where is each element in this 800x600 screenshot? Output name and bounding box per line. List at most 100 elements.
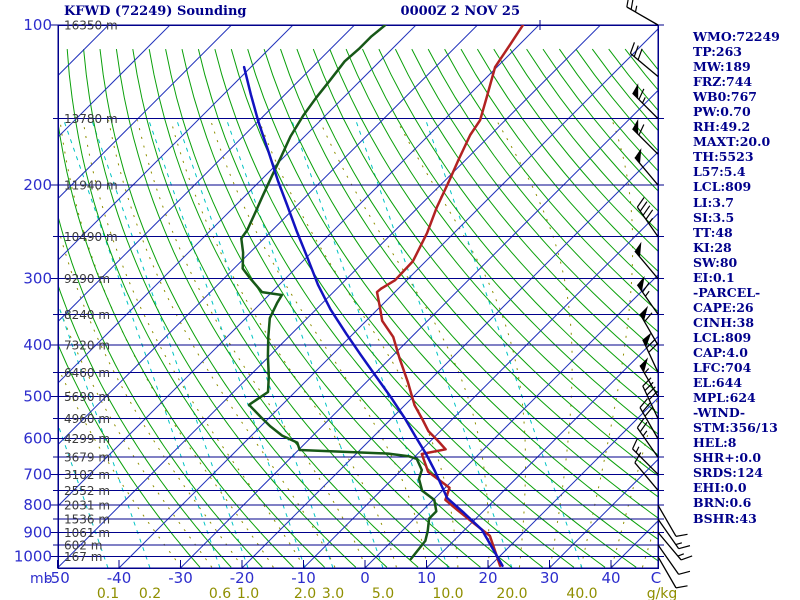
temp-axis-label: 0 xyxy=(360,569,370,587)
mixing-ratio-label: 0.2 xyxy=(139,586,161,600)
reference-cross xyxy=(535,20,545,30)
height-label: 4960 m xyxy=(64,412,110,426)
height-label: 2031 m xyxy=(64,499,110,513)
index-line: LCL:809 xyxy=(693,329,752,345)
index-line: MW:189 xyxy=(693,59,751,75)
index-line: CAPE:26 xyxy=(693,299,754,315)
height-label: 1061 m xyxy=(64,526,110,540)
height-label: 9290 m xyxy=(64,272,110,286)
index-line: L57:5.4 xyxy=(693,164,746,180)
index-line: SW:80 xyxy=(693,254,738,270)
index-line: FRZ:744 xyxy=(693,74,753,90)
index-line: LCL:809 xyxy=(693,179,752,195)
index-line: BSHR:43 xyxy=(693,510,757,526)
chart-title: KFWD (72249) Sounding xyxy=(64,4,247,19)
index-line: TT:48 xyxy=(693,224,733,240)
index-line: EI:0.1 xyxy=(693,269,735,285)
temp-axis-label: -30 xyxy=(168,569,193,587)
temp-axis-label: 40 xyxy=(601,569,620,587)
pressure-axis-label: 100 xyxy=(23,16,52,34)
index-line: LFC:704 xyxy=(693,360,752,376)
pressure-axis-label: 900 xyxy=(23,523,52,541)
height-label: 16350 m xyxy=(64,19,118,33)
index-line: WB0:767 xyxy=(693,89,758,105)
height-label: 3679 m xyxy=(64,451,110,465)
mixing-ratio-label: 20.0 xyxy=(496,586,527,600)
temp-axis-label: 30 xyxy=(540,569,559,587)
index-line: SRDS:124 xyxy=(693,465,763,481)
index-line: MAXT:20.0 xyxy=(693,134,771,150)
index-line: CINH:38 xyxy=(693,314,755,330)
height-label: 6460 m xyxy=(64,366,110,380)
mixing-ratio-label: 0.6 xyxy=(209,586,231,600)
temp-axis-label: 10 xyxy=(417,569,436,587)
isotherms xyxy=(58,25,658,568)
moist-adiabats xyxy=(58,119,658,568)
mixing-ratio-label: 2.0 xyxy=(294,586,316,600)
mixing-ratio-label: 5.0 xyxy=(372,586,394,600)
temp-axis-label: -20 xyxy=(230,569,255,587)
index-line: HEL:8 xyxy=(693,435,737,451)
height-label: 11940 m xyxy=(64,179,118,193)
height-label: 7320 m xyxy=(64,339,110,353)
pressure-axis-label: 500 xyxy=(23,388,52,406)
temperature-curve xyxy=(375,25,525,568)
mixing-ratio-label: 40.0 xyxy=(566,586,597,600)
index-line: BRN:0.6 xyxy=(693,495,752,511)
temp-axis-label: 20 xyxy=(478,569,497,587)
index-line: EHI:0.0 xyxy=(693,480,747,496)
chart-datetime: 0000Z 2 NOV 25 xyxy=(400,4,520,19)
index-line: STM:356/13 xyxy=(693,420,778,436)
plot-frame xyxy=(57,24,659,569)
index-line: LI:3.7 xyxy=(693,194,734,210)
pressure-axis-label: 400 xyxy=(23,336,52,354)
parcel-curve xyxy=(242,65,504,568)
index-line: KI:28 xyxy=(693,239,732,255)
pressure-gridlines xyxy=(58,24,658,558)
index-line: -WIND- xyxy=(693,405,746,421)
index-line: SHR+:0.0 xyxy=(693,450,762,466)
index-line: CAP:4.0 xyxy=(693,344,748,360)
pressure-axis-label: 800 xyxy=(23,496,52,514)
height-label: 3102 m xyxy=(64,468,110,482)
index-line: WMO:72249 xyxy=(693,29,780,44)
height-label: 5690 m xyxy=(64,390,110,404)
temp-axis-label: -50 xyxy=(45,569,70,587)
mixing-ratio-label: 1.0 xyxy=(237,586,259,600)
dewpoint-curve xyxy=(240,25,438,561)
indices-panel: WMO:72249 TP:263 MW:189 FRZ:744 WB0:767 PW:0.… xyxy=(693,29,799,526)
pressure-unit-label: mb xyxy=(30,571,53,587)
pressure-axis-label: 700 xyxy=(23,465,52,483)
height-label: 1536 m xyxy=(64,513,110,527)
index-line: TH:5523 xyxy=(693,149,754,165)
index-line: RH:49.2 xyxy=(693,119,751,135)
index-line: TP:263 xyxy=(693,44,742,60)
temp-axis-label: -10 xyxy=(291,569,316,587)
index-line: PW:0.70 xyxy=(693,104,751,120)
mixing-ratio-label: 0.1 xyxy=(97,586,119,600)
height-label: 10490 m xyxy=(64,230,118,244)
mixing-unit-label: g/kg xyxy=(647,586,678,600)
temp-unit-label: C xyxy=(651,569,661,587)
height-label: 8240 m xyxy=(64,308,110,322)
pressure-axis-label: 200 xyxy=(23,176,52,194)
temp-axis-label: -40 xyxy=(107,569,132,587)
index-line: EL:644 xyxy=(693,375,743,391)
height-label: 2552 m xyxy=(64,484,110,498)
height-label: 167 m xyxy=(64,550,102,564)
axis-ticks xyxy=(50,24,664,568)
height-label: 4299 m xyxy=(64,432,110,446)
height-label: 13780 m xyxy=(64,112,118,126)
pressure-axis-label: 1000 xyxy=(14,548,52,566)
index-line: SI:3.5 xyxy=(693,209,735,225)
index-line: MPL:624 xyxy=(693,390,756,406)
pressure-axis-label: 300 xyxy=(23,270,52,288)
mixing-ratio-label: 10.0 xyxy=(432,586,463,600)
mixing-ratio-lines xyxy=(58,117,583,568)
pressure-axis-label: 600 xyxy=(23,430,52,448)
index-line: -PARCEL- xyxy=(693,284,761,300)
mixing-ratio-label: 3.0 xyxy=(322,586,344,600)
height-label: 602 m xyxy=(64,538,102,552)
wind-barbs xyxy=(626,0,693,589)
